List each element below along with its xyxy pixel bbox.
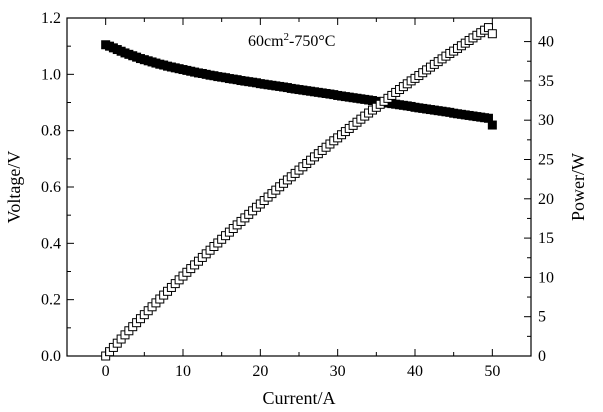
y-tick-label: 0.2 <box>41 292 61 309</box>
y2-tick-label: 30 <box>538 112 554 129</box>
y2-tick-label: 35 <box>538 73 554 90</box>
power-point <box>487 29 497 39</box>
y2-axis-title: Power/W <box>568 153 588 221</box>
x-tick-label: 50 <box>484 363 500 380</box>
y-tick-label: 1.0 <box>41 66 61 83</box>
y2-tick-label: 25 <box>538 151 554 168</box>
y2-tick-label: 20 <box>538 191 554 208</box>
plot-frame <box>66 17 532 357</box>
data-layer <box>101 23 497 361</box>
y-axis-title: Voltage/V <box>4 151 24 224</box>
power-series <box>101 23 497 361</box>
x-tick-label: 30 <box>330 363 346 380</box>
y2-tick-label: 15 <box>538 230 554 247</box>
x-axis-title: Current/A <box>263 388 336 408</box>
y2-tick-label: 40 <box>538 34 554 51</box>
y-tick-label: 1.2 <box>41 10 61 27</box>
annotation-base: 60cm <box>248 33 284 50</box>
y-tick-label: 0.0 <box>41 348 61 365</box>
voltage-point <box>487 120 497 130</box>
annotation-superscript: 2 <box>284 31 290 43</box>
x-tick-label: 40 <box>407 363 423 380</box>
voltage-series <box>101 40 497 130</box>
x-tick-label: 20 <box>252 363 268 380</box>
annotation-rest: -750°C <box>289 33 335 50</box>
y-tick-label: 0.8 <box>41 123 61 140</box>
y2-tick-label: 0 <box>538 348 546 365</box>
chart-annotation: 60cm2-750°C <box>248 31 335 50</box>
x-tick-label: 0 <box>102 363 110 380</box>
x-tick-label: 10 <box>175 363 191 380</box>
y-tick-label: 0.4 <box>41 235 61 252</box>
y-tick-label: 0.6 <box>41 179 61 196</box>
y2-tick-label: 10 <box>538 269 554 286</box>
ticks-layer: 0 10 20 30 40 50 0.0 0.2 0.4 0.6 0.8 1.0 1.2 0 5 10 15 20… <box>41 10 554 380</box>
y2-tick-label: 5 <box>538 309 546 326</box>
